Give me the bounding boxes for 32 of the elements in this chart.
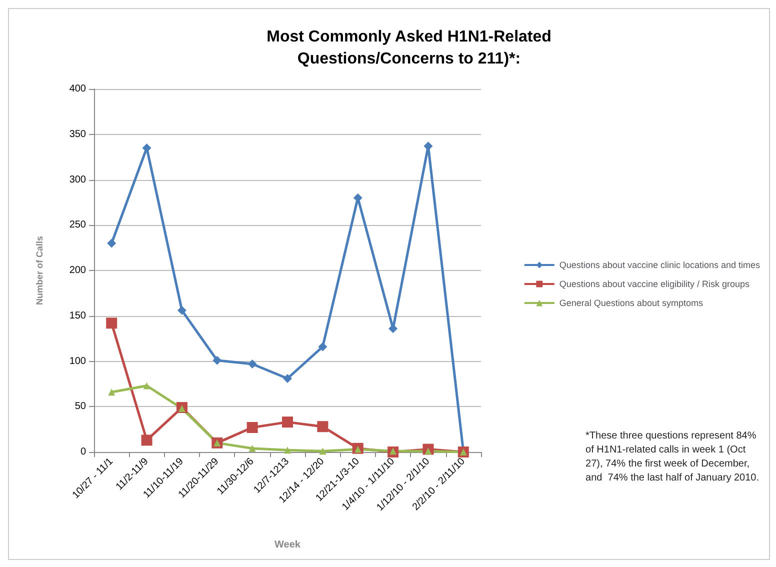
x-axis-title: Week — [274, 540, 301, 550]
y-axis-title: Number of Calls — [34, 236, 44, 306]
y-tick-label: 250 — [69, 220, 86, 231]
point — [107, 238, 116, 248]
point — [141, 434, 152, 446]
point — [246, 422, 258, 433]
y-tick-label: 200 — [69, 265, 86, 276]
point — [319, 448, 326, 455]
point — [248, 359, 257, 368]
legend-label: Questions about vaccine eligibility / Risk groups — [559, 279, 750, 289]
y-tick-label: 100 — [69, 356, 86, 367]
point — [284, 446, 291, 454]
point — [212, 356, 222, 365]
y-tick-label: 350 — [69, 128, 86, 140]
point — [282, 416, 293, 428]
point — [317, 421, 328, 432]
point — [143, 382, 150, 390]
y-tick-label: 150 — [69, 310, 86, 322]
y-tick-label: 400 — [69, 84, 86, 94]
y-tick-label: 0 — [80, 446, 86, 458]
legend-label: Questions about vaccine clinic locations and times — [559, 260, 760, 270]
point — [177, 306, 186, 315]
y-tick-label: 300 — [69, 174, 86, 186]
y-tick-label: 50 — [74, 401, 86, 412]
point — [108, 388, 116, 396]
point — [283, 374, 292, 383]
text: *These three questions represent 84% of H1N1-related calls in week 1 (Oct 27), 74% the first week of December, and 74% the last half of January 2010. — [586, 430, 759, 484]
legend-label: General Questions about symptoms — [559, 298, 704, 308]
point — [106, 318, 118, 329]
chart-title: Most Commonly Asked H1N1-Related Questions/Concerns to 211)*: — [266, 28, 552, 68]
point — [248, 444, 256, 452]
point — [318, 342, 328, 352]
